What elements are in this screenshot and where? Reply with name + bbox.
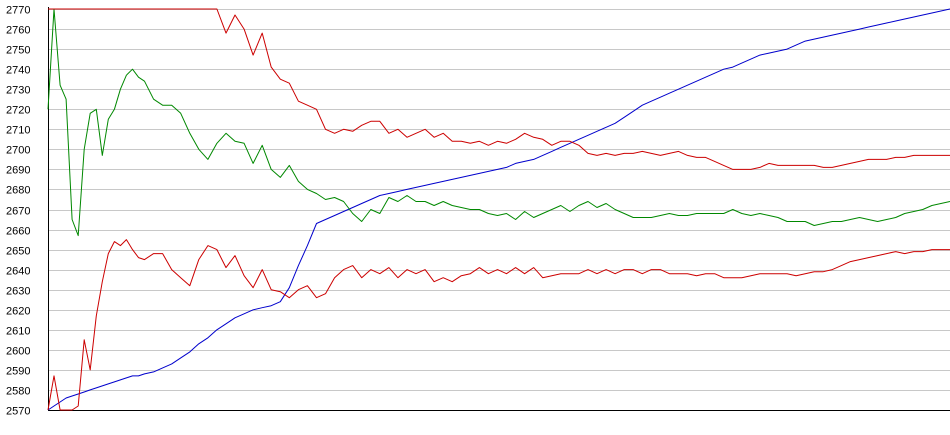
y-tick-label: 2680 [6, 185, 30, 197]
series-line-1 [47, 8, 950, 411]
y-tick-label: 2630 [6, 286, 30, 298]
series-line-3 [48, 8, 950, 170]
gridlines [48, 9, 950, 411]
series-line-2 [47, 8, 950, 237]
y-tick-label: 2760 [6, 25, 30, 37]
series-line-4 [47, 239, 950, 411]
y-tick-label: 2740 [6, 65, 30, 77]
y-tick-label: 2750 [6, 45, 30, 57]
y-tick-label: 2590 [6, 366, 30, 378]
y-tick-label: 2710 [6, 125, 30, 137]
y-tick-label: 2700 [6, 145, 30, 157]
y-tick-label: 2650 [6, 246, 30, 258]
y-tick-label: 2690 [6, 165, 30, 177]
y-tick-label: 2610 [6, 326, 30, 338]
y-tick-label: 2660 [6, 226, 30, 238]
y-tick-label: 2730 [6, 85, 30, 97]
y-tick-label: 2600 [6, 346, 30, 358]
series-lines [47, 8, 950, 411]
y-tick-label: 2570 [6, 406, 30, 418]
y-tick-label: 2580 [6, 386, 30, 398]
y-tick-label: 2620 [6, 306, 30, 318]
y-tick-label: 2670 [6, 206, 30, 218]
axes [48, 7, 950, 411]
y-tick-label: 2770 [6, 5, 30, 17]
y-tick-label: 2720 [6, 105, 30, 117]
y-tick-label: 2640 [6, 266, 30, 278]
y-axis-tick-labels: 2570 2580 2590 2600 2610 2620 2630 2640 2650 2660… [6, 5, 30, 418]
